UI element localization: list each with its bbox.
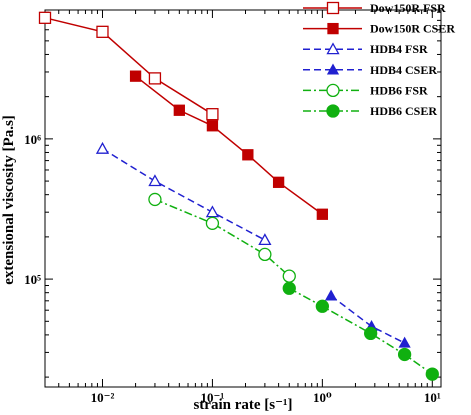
legend-label: Dow150R FSR [370,1,446,15]
marker [95,141,110,154]
marker [258,247,272,262]
marker [173,104,185,116]
legend-marker [326,42,340,55]
marker [206,108,219,121]
marker [272,176,285,188]
series-line [288,287,433,375]
marker [398,336,411,348]
marker [129,70,142,82]
x-axis-label: strain rate [s⁻¹] [193,397,292,413]
marker [206,120,219,132]
marker [148,174,162,187]
series-line [154,198,290,277]
marker [148,72,162,85]
legend-marker [326,63,340,75]
marker [324,289,338,301]
x-tick-label: 10¹ [424,390,441,405]
legend-marker [326,1,340,15]
marker [315,299,330,313]
plot-frame [44,9,442,388]
series-line [44,17,213,115]
marker [282,269,296,283]
marker [316,208,329,220]
marker [282,281,296,295]
x-tick-label: 10⁻² [91,390,115,405]
y-axis-label: extensional viscosity [Pa.s] [1,115,17,285]
series-line [102,148,266,241]
series-line [135,75,323,215]
marker [242,149,254,161]
legend-marker [327,22,339,35]
legend-label: HDB4 CSER [370,63,437,77]
legend-marker [326,83,340,98]
marker [425,367,439,381]
y-tick-label: 10⁵ [24,272,41,287]
y-tick-label: 10⁶ [24,132,41,147]
x-tick-label: 10⁰ [313,390,332,405]
legend-label: HDB4 FSR [370,42,428,56]
marker [205,205,220,218]
marker [38,11,52,24]
marker [148,192,162,207]
legend-label: HDB6 FSR [370,83,428,97]
marker [205,216,220,230]
marker [258,233,272,246]
legend-label: HDB6 CSER [370,104,437,118]
legend-marker [326,104,340,118]
marker [96,25,109,38]
x-tick-label: 10⁻¹ [201,390,225,405]
marker [364,326,378,341]
marker [397,347,412,362]
legend-label: Dow150R CSER [370,22,455,36]
